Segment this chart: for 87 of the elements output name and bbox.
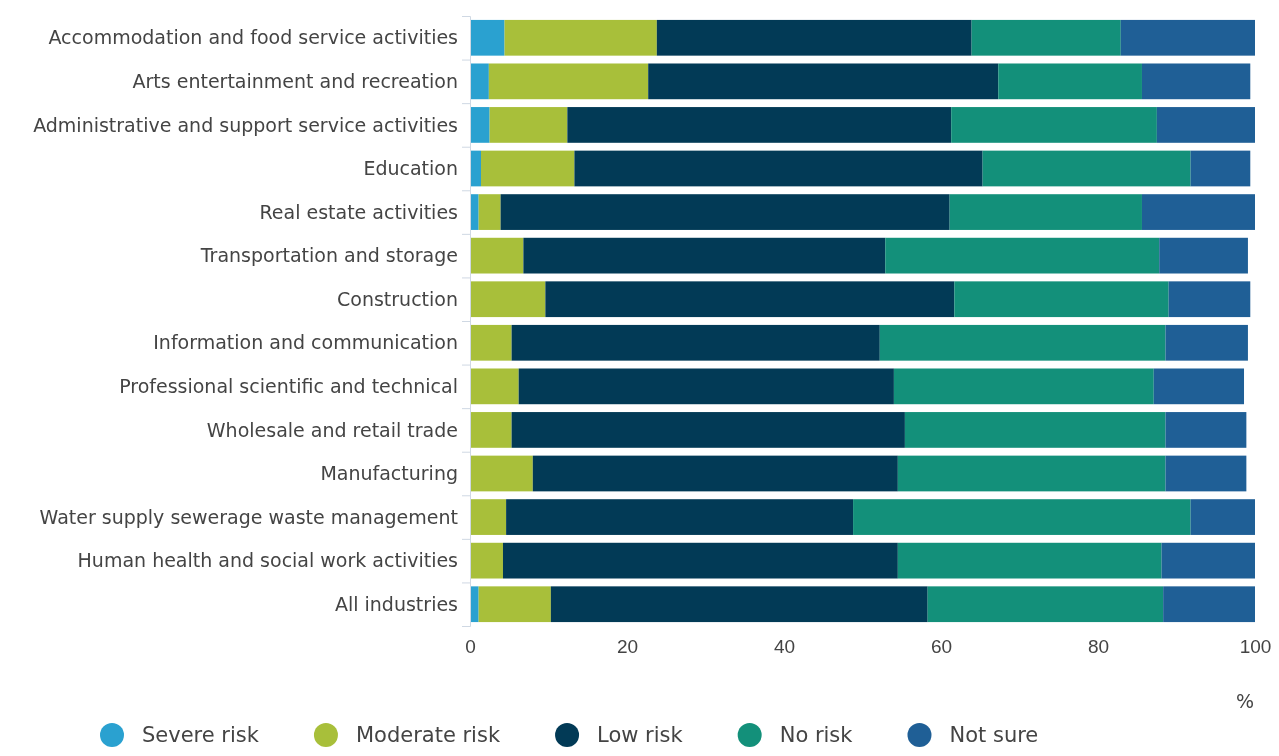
bar (954, 281, 1169, 318)
bar (478, 586, 551, 623)
bar (470, 107, 490, 143)
bar (504, 19, 657, 56)
bar (927, 586, 1164, 623)
bar (1141, 194, 1255, 230)
bar (879, 324, 1166, 361)
bar (1165, 412, 1247, 448)
bar (470, 586, 479, 623)
y-tick-label: Manufacturing (320, 462, 458, 485)
bar (1141, 63, 1251, 100)
bar (567, 107, 952, 143)
legend-label: Low risk (597, 723, 684, 747)
y-tick-label: Arts entertainment and recreation (132, 70, 458, 93)
bar (1156, 107, 1256, 143)
y-tick-label: All industries (334, 592, 458, 615)
legend-label: Severe risk (142, 723, 260, 747)
bar (511, 324, 880, 361)
x-axis-title: % (1235, 690, 1255, 712)
bar (500, 194, 950, 230)
legend-label: Not sure (949, 723, 1039, 747)
y-tick-label: Transportation and storage (199, 244, 458, 267)
bar (470, 324, 512, 361)
bar (885, 237, 1160, 274)
bar (1190, 499, 1255, 535)
bar (1165, 455, 1247, 492)
bar (545, 281, 955, 318)
y-tick-label: Information and communication (153, 331, 458, 354)
bar (574, 150, 983, 187)
bar (982, 150, 1191, 187)
bar (488, 63, 649, 100)
y-tick-label: Education (363, 157, 458, 180)
y-tick-label: Construction (337, 287, 458, 310)
bar (480, 150, 575, 187)
bar (502, 542, 898, 579)
y-tick-label: Real estate activities (259, 200, 458, 223)
bar (470, 237, 524, 274)
bar (470, 194, 479, 230)
bar (893, 368, 1154, 405)
bar (853, 499, 1191, 535)
y-tick-label: Water supply sewerage waste management (39, 505, 458, 528)
bar (897, 455, 1166, 492)
bar (523, 237, 886, 274)
x-tick-label: 20 (616, 636, 639, 658)
bar (1190, 150, 1251, 187)
bar (489, 107, 568, 143)
bar (550, 586, 928, 623)
bar (518, 368, 894, 405)
bar (470, 19, 505, 56)
y-tick-label: Wholesale and retail trade (206, 418, 458, 441)
bar (1168, 281, 1251, 318)
bar (1161, 542, 1255, 579)
x-tick-label: 60 (930, 636, 953, 658)
bar (470, 499, 507, 535)
bar (1153, 368, 1245, 405)
y-tick-label: Administrative and support service activities (33, 113, 458, 136)
y-tick-label: Professional scientific and technical (119, 375, 458, 398)
legend-label: Moderate risk (355, 723, 501, 747)
bar (1159, 237, 1248, 274)
x-tick-label: 100 (1239, 636, 1272, 658)
bar (648, 63, 999, 100)
legend-label: No risk (779, 723, 854, 747)
bar (470, 63, 489, 100)
bar (532, 455, 898, 492)
bar (1165, 324, 1248, 361)
bar (470, 281, 546, 318)
bar (1120, 19, 1256, 56)
bar (506, 499, 854, 535)
bar (951, 107, 1157, 143)
bar (1163, 586, 1256, 623)
bar (511, 412, 905, 448)
bar (897, 542, 1162, 579)
x-tick-label: 0 (465, 636, 476, 658)
bar (478, 194, 501, 230)
bar (904, 412, 1166, 448)
bar (470, 412, 512, 448)
bar (949, 194, 1142, 230)
x-tick-label: 40 (773, 636, 796, 658)
y-tick-label: Accommodation and food service activities (48, 26, 458, 49)
bar (470, 542, 503, 579)
bar (656, 19, 972, 56)
bar (470, 455, 533, 492)
x-tick-label: 80 (1087, 636, 1110, 658)
y-tick-label: Human health and social work activities (77, 549, 458, 572)
bar (470, 368, 519, 405)
bar (971, 19, 1121, 56)
bar (998, 63, 1142, 100)
